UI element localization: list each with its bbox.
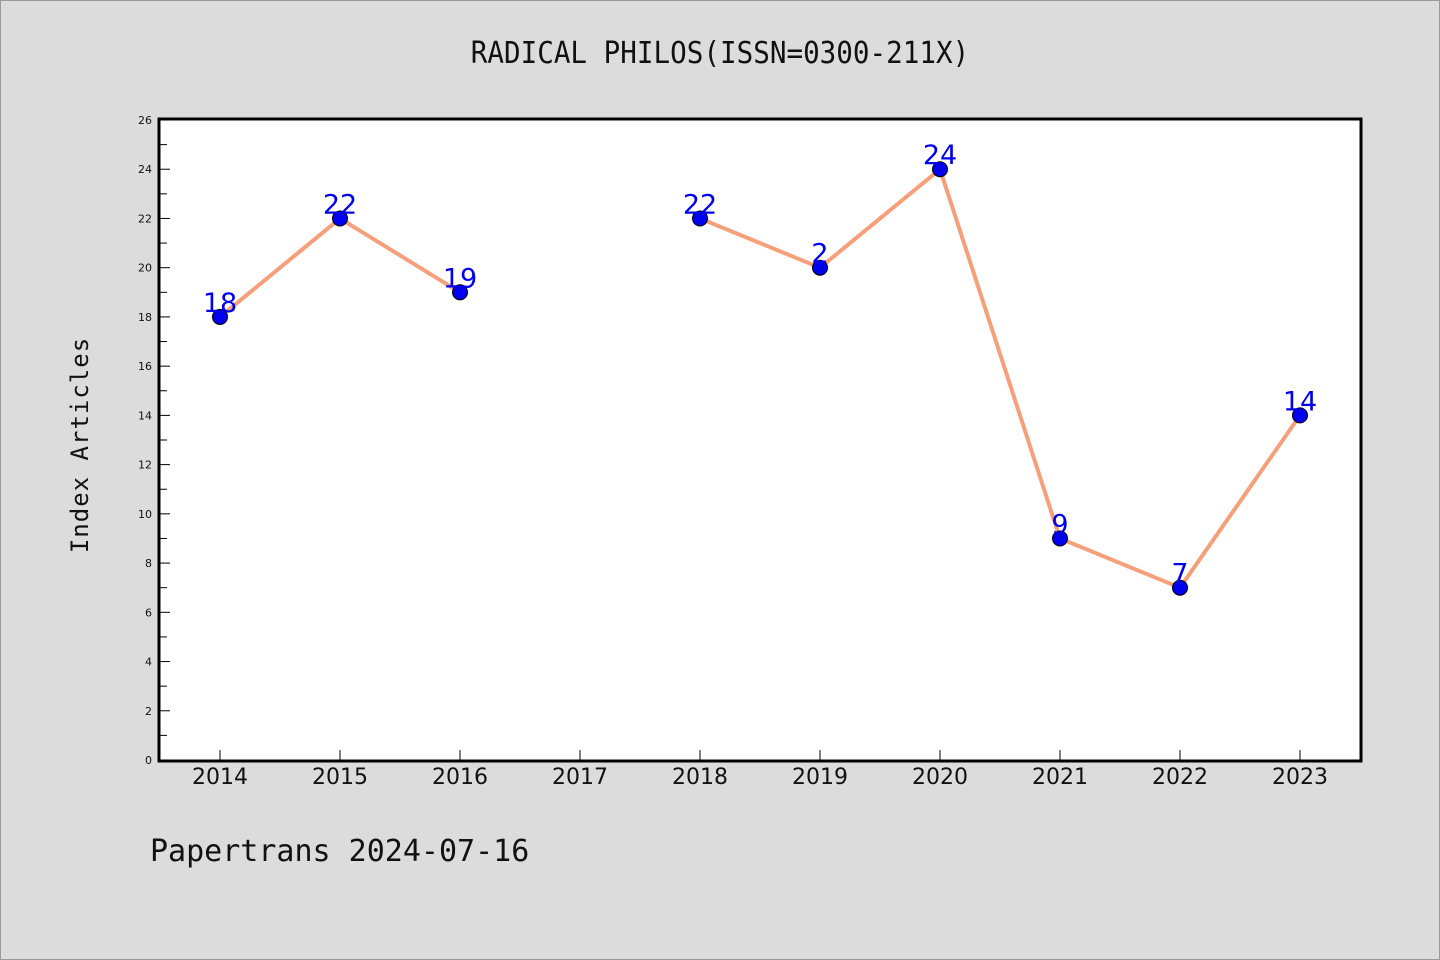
data-label: 14 [1283, 386, 1317, 417]
y-tick-label: 6 [145, 606, 152, 619]
data-point [212, 308, 228, 325]
data-label: 2 [811, 239, 828, 270]
y-tick-label: 2 [145, 705, 152, 718]
y-tick-label: 12 [138, 459, 152, 472]
data-label: 22 [683, 189, 717, 220]
x-tick-label: 2022 [1152, 765, 1208, 790]
series-points [212, 161, 1308, 596]
chart-title: RADICAL PHILOS(ISSN=0300-211X) [470, 36, 970, 71]
x-tick-label: 2018 [672, 765, 728, 790]
series-line-segment [338, 216, 462, 295]
x-tick-label: 2017 [552, 765, 608, 790]
y-tick-label: 10 [138, 508, 152, 521]
series-line-segment [938, 167, 1062, 541]
plot-area [157, 117, 1363, 763]
x-tick-label: 2020 [912, 765, 968, 790]
data-label: 9 [1051, 509, 1068, 540]
footer-credit: Papertrans 2024-07-16 [150, 834, 530, 869]
series-lines [218, 167, 1302, 590]
x-axis-ticks: 2014 2015 2016 2017 2018 2019 2020 2021 2022 2023 [192, 750, 1328, 790]
x-tick-label: 2016 [432, 765, 488, 790]
data-point [332, 210, 348, 227]
data-point [452, 284, 468, 301]
y-tick-label: 22 [138, 212, 152, 225]
data-label: 22 [323, 189, 357, 220]
y-tick-label: 18 [138, 311, 152, 324]
data-point [1172, 579, 1188, 596]
y-tick-label: 24 [138, 163, 152, 176]
y-tick-label: 0 [145, 754, 152, 767]
data-label: 7 [1171, 559, 1188, 590]
series-line-segment [698, 216, 822, 270]
series-line-segment [218, 216, 342, 319]
y-tick-label: 4 [145, 656, 152, 669]
series-line-segment [1178, 413, 1302, 590]
data-label: 18 [203, 288, 237, 319]
y-tick-label: 8 [145, 557, 152, 570]
y-tick-label: 16 [138, 360, 152, 373]
data-point [1052, 530, 1068, 547]
series-line-segment [1058, 536, 1182, 590]
data-point [932, 161, 948, 178]
data-point [692, 210, 708, 227]
y-tick-label: 26 [138, 114, 152, 127]
series-line-segment [818, 167, 942, 270]
x-tick-label: 2023 [1272, 765, 1328, 790]
x-tick-label: 2014 [192, 765, 248, 790]
data-label: 19 [443, 263, 477, 294]
y-tick-label: 14 [138, 409, 152, 422]
data-label: 24 [923, 140, 957, 171]
data-point [812, 259, 828, 276]
x-tick-label: 2019 [792, 765, 848, 790]
x-tick-label: 2021 [1032, 765, 1088, 790]
x-tick-label: 2015 [312, 765, 368, 790]
data-point [1292, 407, 1308, 424]
y-tick-label: 20 [138, 262, 152, 275]
